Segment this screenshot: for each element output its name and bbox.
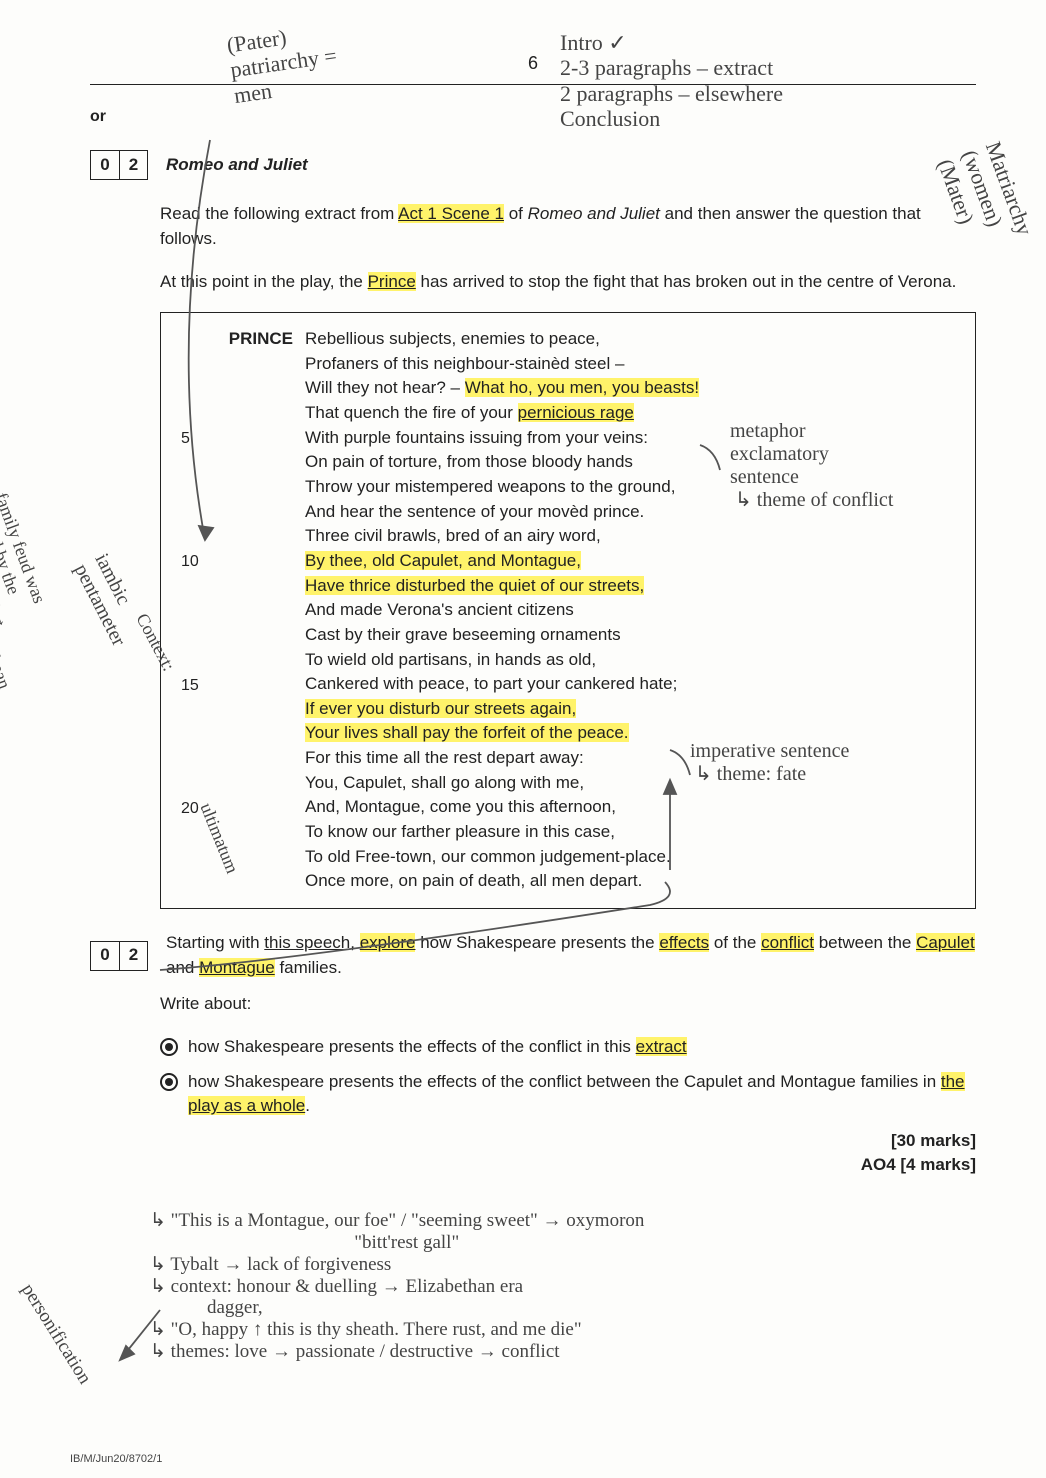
marks: [30 marks] AO4 [4 marks] — [160, 1129, 976, 1178]
bullet-marker-1 — [160, 1038, 178, 1056]
page-number: 6 — [90, 50, 976, 76]
extract-ref: Act 1 Scene 1 — [398, 204, 504, 223]
top-rule — [90, 84, 976, 85]
qnum-digit-2: 2 — [119, 151, 147, 179]
bullet-2: how Shakespeare presents the effects of … — [160, 1070, 976, 1119]
extract-box: 5 10 15 20 PRINCE Rebellious subjects, e… — [160, 312, 976, 909]
speaker-label: PRINCE — [215, 327, 305, 894]
write-about: Write about: — [160, 992, 976, 1017]
question-task: 0 2 Starting with this speech, explore h… — [90, 931, 976, 980]
question-number-box: 0 2 — [90, 150, 148, 180]
qnum-digit-1: 0 — [91, 151, 119, 179]
play-title: Romeo and Juliet — [166, 153, 308, 178]
question-header: 0 2 Romeo and Juliet — [90, 150, 976, 180]
speech-lines: Rebellious subjects, enemies to peace, P… — [305, 327, 955, 894]
or-label: or — [90, 105, 976, 128]
bullet-1: how Shakespeare presents the effects of … — [160, 1035, 976, 1060]
prince-ref: Prince — [368, 272, 416, 291]
intro-para-1: Read the following extract from Act 1 Sc… — [160, 202, 976, 251]
question-number-box-2: 0 2 — [90, 941, 148, 971]
hw-personification: personification — [16, 1280, 95, 1388]
line-numbers: 5 10 15 20 — [181, 327, 215, 894]
bullet-marker-2 — [160, 1073, 178, 1091]
paper-code: IB/M/Jun20/8702/1 — [70, 1452, 162, 1468]
hw-bottom: ↳ "This is a Montague, our foe" / "seemi… — [150, 1210, 1030, 1363]
intro-para-2: At this point in the play, the Prince ha… — [160, 270, 976, 295]
